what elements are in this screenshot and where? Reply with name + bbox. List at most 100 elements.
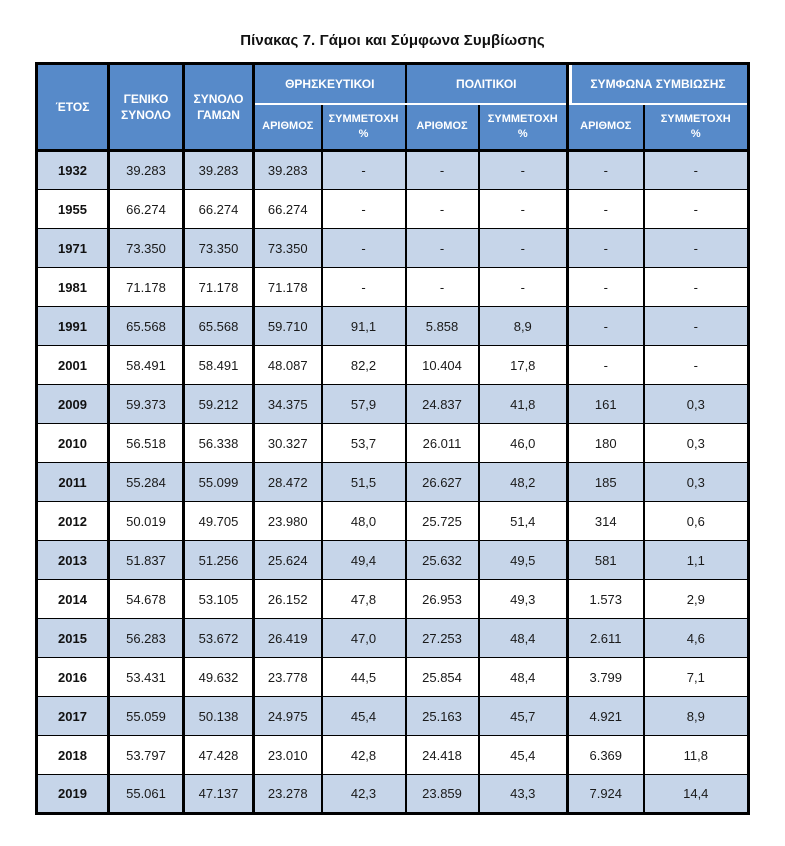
data-cell: - <box>477 267 569 307</box>
data-cell: 1.573 <box>566 579 645 619</box>
data-cell: 2,9 <box>642 579 750 619</box>
document-page: Πίνακας 7. Γάμοι και Σύμφωνα Συμβίωσης Έ… <box>0 32 785 846</box>
data-cell: 73.350 <box>252 228 323 268</box>
data-cell: - <box>404 150 480 190</box>
col-header-civil-share: ΣΥΜΜΕΤΟΧΗ % <box>477 103 569 152</box>
year-cell: 1981 <box>35 267 110 307</box>
data-cell: 23.859 <box>404 774 480 814</box>
data-cell: 48.087 <box>252 345 323 385</box>
table-row: 2010 56.518 56.338 30.327 53,7 26.011 46,0 180 0… <box>35 423 750 463</box>
data-cell: 66.274 <box>182 189 255 229</box>
col-header-cohabitation-number: ΑΡΙΘΜΟΣ <box>566 103 645 152</box>
data-cell: 180 <box>566 423 645 463</box>
data-cell: 26.419 <box>252 618 323 658</box>
data-cell: 49.705 <box>182 501 255 541</box>
data-cell: 59.710 <box>252 306 323 346</box>
data-cell: 56.283 <box>107 618 185 658</box>
col-header-year: ΈΤΟΣ <box>35 63 110 152</box>
data-cell: 8,9 <box>642 696 750 736</box>
data-cell: 26.011 <box>404 423 480 463</box>
data-cell: 48,4 <box>477 618 569 658</box>
data-cell: 73.350 <box>182 228 255 268</box>
data-cell: 56.338 <box>182 423 255 463</box>
table-row: 2019 55.061 47.137 23.278 42,3 23.859 43,3 7.92… <box>35 774 750 814</box>
data-cell: 57,9 <box>320 384 407 424</box>
table-row: 2013 51.837 51.256 25.624 49,4 25.632 49,5 581 1… <box>35 540 750 580</box>
year-cell: 1991 <box>35 306 110 346</box>
data-cell: 56.518 <box>107 423 185 463</box>
year-cell: 2011 <box>35 462 110 502</box>
data-cell: 91,1 <box>320 306 407 346</box>
col-header-total-marriages: ΣΥΝΟΛΟ ΓΑΜΩΝ <box>182 63 255 152</box>
table-title: Πίνακας 7. Γάμοι και Σύμφωνα Συμβίωσης <box>240 32 545 49</box>
year-cell: 2015 <box>35 618 110 658</box>
data-cell: - <box>566 150 645 190</box>
data-cell: 49,3 <box>477 579 569 619</box>
data-cell: 14,4 <box>642 774 750 814</box>
data-cell: 39.283 <box>107 150 185 190</box>
header-group-row: ΈΤΟΣ ΓΕΝΙΚΟ ΣΥΝΟΛΟ ΣΥΝΟΛΟ ΓΑΜΩΝ ΘΡΗΣΚΕΥΤ… <box>35 63 750 152</box>
data-cell: 66.274 <box>107 189 185 229</box>
data-cell: 48,0 <box>320 501 407 541</box>
data-cell: - <box>566 228 645 268</box>
col-header-general-total: ΓΕΝΙΚΟ ΣΥΝΟΛΟ <box>107 63 185 152</box>
data-cell: 53.431 <box>107 657 185 697</box>
col-header-cohabitation-share: ΣΥΜΜΕΤΟΧΗ % <box>642 103 750 152</box>
data-cell: 34.375 <box>252 384 323 424</box>
header-sub-row: ΑΡΙΘΜΟΣ ΣΥΜΜΕΤΟΧΗ % ΑΡΙΘΜΟΣ ΣΥΜΜΕΤΟΧΗ % … <box>37 103 750 152</box>
col-header-civil-number: ΑΡΙΘΜΟΣ <box>404 103 480 152</box>
data-cell: 27.253 <box>404 618 480 658</box>
data-cell: 55.059 <box>107 696 185 736</box>
data-cell: 161 <box>566 384 645 424</box>
data-cell: 42,3 <box>320 774 407 814</box>
col-header-religious-share: ΣΥΜΜΕΤΟΧΗ % <box>320 103 407 152</box>
data-cell: 3.799 <box>566 657 645 697</box>
data-cell: 49,5 <box>477 540 569 580</box>
data-cell: 10.404 <box>404 345 480 385</box>
data-cell: 4.921 <box>566 696 645 736</box>
data-cell: 7.924 <box>566 774 645 814</box>
year-cell: 2019 <box>35 774 110 814</box>
data-cell: 47.428 <box>182 735 255 775</box>
data-cell: 5.858 <box>404 306 480 346</box>
data-cell: - <box>566 189 645 229</box>
data-cell: 65.568 <box>107 306 185 346</box>
data-cell: - <box>404 228 480 268</box>
data-cell: 55.099 <box>182 462 255 502</box>
data-cell: 8,9 <box>477 306 569 346</box>
data-cell: 45,7 <box>477 696 569 736</box>
data-cell: 23.778 <box>252 657 323 697</box>
data-cell: 53.672 <box>182 618 255 658</box>
data-cell: 25.854 <box>404 657 480 697</box>
data-cell: 7,1 <box>642 657 750 697</box>
data-cell: 53.797 <box>107 735 185 775</box>
year-cell: 1971 <box>35 228 110 268</box>
data-cell: 71.178 <box>252 267 323 307</box>
data-cell: 23.980 <box>252 501 323 541</box>
table-row: 2012 50.019 49.705 23.980 48,0 25.725 51,4 314 0… <box>35 501 750 541</box>
data-cell: - <box>320 267 407 307</box>
data-cell: 55.284 <box>107 462 185 502</box>
data-cell: 71.178 <box>107 267 185 307</box>
data-cell: 26.953 <box>404 579 480 619</box>
table-header: ΈΤΟΣ ΓΕΝΙΚΟ ΣΥΝΟΛΟ ΣΥΝΟΛΟ ΓΑΜΩΝ ΘΡΗΣΚΕΥΤ… <box>35 63 750 152</box>
data-cell: 59.212 <box>182 384 255 424</box>
data-cell: 53,7 <box>320 423 407 463</box>
data-cell: - <box>320 228 407 268</box>
data-cell: - <box>404 189 480 229</box>
table-row: 1932 39.283 39.283 39.283- - - - - <box>35 150 750 190</box>
data-cell: 48,2 <box>477 462 569 502</box>
data-cell: 24.837 <box>404 384 480 424</box>
year-cell: 2012 <box>35 501 110 541</box>
data-cell: 39.283 <box>182 150 255 190</box>
data-cell: 25.163 <box>404 696 480 736</box>
data-cell: 47.137 <box>182 774 255 814</box>
data-cell: 51.256 <box>182 540 255 580</box>
data-cell: - <box>320 189 407 229</box>
data-cell: - <box>642 189 750 229</box>
table-body: 1932 39.283 39.283 39.283- - - - -1955 66.274 66.… <box>35 150 750 814</box>
table-row: 1955 66.274 66.274 66.274- - - - - <box>35 189 750 229</box>
data-cell: 51.837 <box>107 540 185 580</box>
data-cell: - <box>642 267 750 307</box>
data-cell: 314 <box>566 501 645 541</box>
